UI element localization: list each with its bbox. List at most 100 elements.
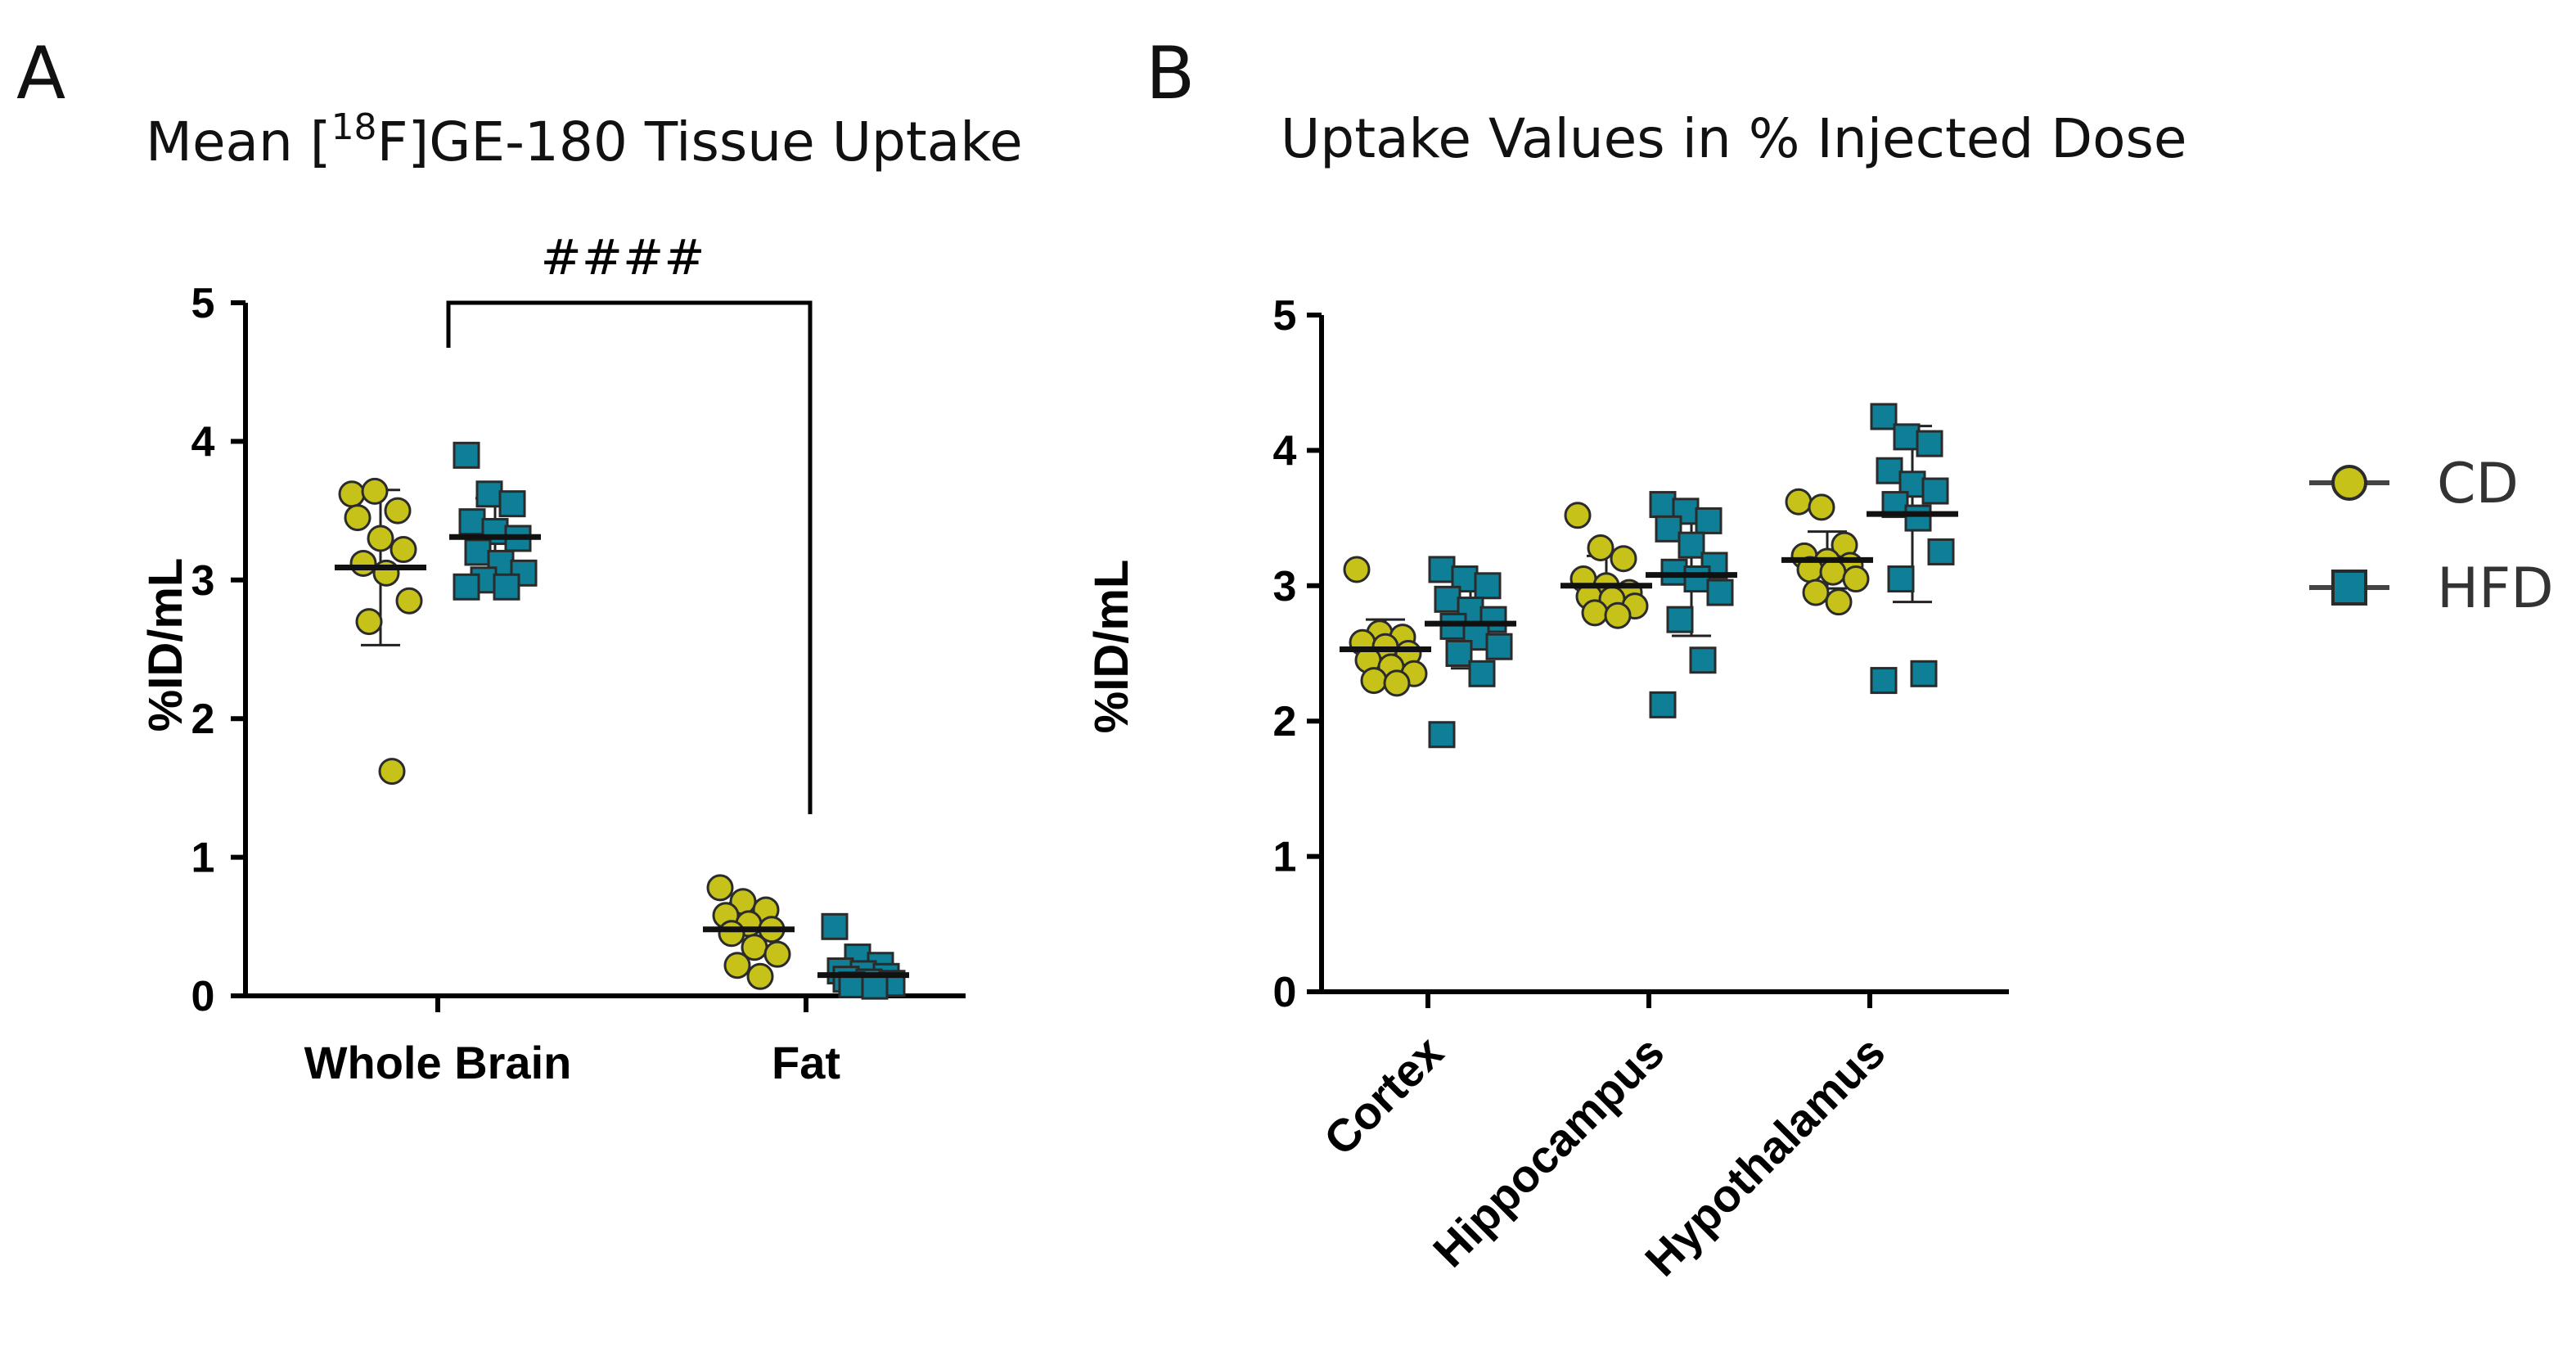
y-tick-label: 2 bbox=[1273, 698, 1297, 745]
data-point-hfd bbox=[510, 559, 538, 587]
data-point-cd bbox=[706, 874, 734, 902]
data-point-hfd bbox=[1706, 579, 1734, 606]
panel-a-title: Mean [18F]GE-180 Tissue Uptake bbox=[146, 106, 1023, 173]
data-point-hfd bbox=[821, 912, 849, 940]
data-point-cd bbox=[1808, 493, 1835, 521]
data-point-hfd bbox=[1445, 640, 1473, 667]
y-tick-label: 0 bbox=[191, 973, 215, 1020]
data-point-cd bbox=[746, 962, 774, 990]
y-tick-label: 5 bbox=[1273, 292, 1297, 340]
data-point-cd bbox=[718, 920, 745, 948]
data-point-cd bbox=[1587, 534, 1615, 561]
x-tick-label: Hypothalamus bbox=[1635, 1026, 1894, 1286]
data-point-hfd bbox=[458, 508, 486, 536]
legend-item-hfd: HFD bbox=[2309, 556, 2554, 621]
data-point-cd bbox=[384, 497, 412, 525]
data-point-cd bbox=[1842, 565, 1870, 593]
panel-a-ylabel: %ID/mL bbox=[139, 558, 192, 732]
data-point-cd bbox=[1785, 488, 1813, 516]
data-point-hfd bbox=[1887, 565, 1915, 593]
data-point-hfd bbox=[1927, 538, 1955, 565]
data-point-cd bbox=[338, 480, 366, 508]
data-point-cd bbox=[1564, 502, 1592, 529]
x-tick-label: Cortex bbox=[1314, 1026, 1453, 1165]
data-point-cd bbox=[390, 536, 417, 564]
panel-a-title-pre: Mean [ bbox=[146, 110, 331, 173]
y-tick-label: 5 bbox=[191, 280, 215, 327]
y-tick-label: 4 bbox=[191, 418, 215, 466]
data-point-cd bbox=[1383, 669, 1411, 697]
legend-item-cd: CD bbox=[2309, 452, 2519, 516]
panel-a-title-post: F]GE-180 Tissue Uptake bbox=[377, 110, 1023, 173]
panel-a-label: A bbox=[16, 31, 65, 115]
data-point-hfd bbox=[1695, 507, 1723, 534]
significance-bracket bbox=[446, 300, 813, 814]
data-point-hfd bbox=[1428, 556, 1456, 583]
data-point-hfd bbox=[1893, 423, 1921, 451]
data-point-hfd bbox=[1655, 515, 1682, 543]
x-tick-label: Hippocampus bbox=[1423, 1026, 1673, 1277]
legend-cd-marker bbox=[2331, 465, 2367, 501]
data-point-hfd bbox=[453, 573, 480, 601]
data-point-hfd bbox=[475, 480, 503, 508]
x-tick-label: Whole Brain bbox=[304, 1037, 572, 1088]
panel-a-title-sup: 18 bbox=[331, 106, 377, 148]
y-tick-label: 1 bbox=[1273, 834, 1297, 881]
data-point-cd bbox=[378, 758, 406, 786]
data-point-cd bbox=[344, 504, 372, 532]
data-point-cd bbox=[1581, 599, 1609, 627]
legend: CD HFD bbox=[2309, 452, 2554, 621]
data-point-cd bbox=[1604, 601, 1632, 629]
x-tick-label: Fat bbox=[772, 1037, 840, 1088]
data-point-hfd bbox=[498, 490, 526, 518]
data-point-hfd bbox=[1434, 585, 1461, 613]
data-point-cd bbox=[1610, 545, 1637, 573]
data-point-cd bbox=[395, 587, 423, 615]
data-point-hfd bbox=[1649, 691, 1677, 718]
data-point-cd bbox=[1819, 558, 1847, 586]
data-point-hfd bbox=[1428, 721, 1456, 749]
data-point-hfd bbox=[1649, 491, 1677, 519]
data-point-cd bbox=[1825, 588, 1853, 616]
legend-hfd-marker bbox=[2331, 570, 2367, 606]
data-point-hfd bbox=[493, 573, 520, 601]
data-point-hfd bbox=[1485, 633, 1513, 660]
data-point-cd bbox=[349, 549, 377, 577]
data-point-hfd bbox=[1904, 504, 1932, 532]
y-tick-label: 0 bbox=[1273, 969, 1297, 1016]
y-tick-label: 3 bbox=[191, 557, 215, 605]
data-point-hfd bbox=[1678, 531, 1705, 559]
data-point-hfd bbox=[1870, 403, 1898, 430]
data-point-hfd bbox=[1683, 565, 1711, 593]
data-point-hfd bbox=[464, 538, 492, 566]
data-point-hfd bbox=[1474, 572, 1502, 600]
data-point-hfd bbox=[1921, 477, 1949, 505]
y-tick-label: 3 bbox=[1273, 563, 1297, 610]
panel-a-plot: 0 1 2 3 4 5 Whole Brain Fat #### bbox=[191, 229, 966, 1088]
data-point-hfd bbox=[1876, 457, 1903, 484]
data-point-cd bbox=[763, 940, 791, 968]
data-point-cd bbox=[367, 525, 394, 552]
data-point-hfd bbox=[1910, 660, 1938, 687]
data-point-cd bbox=[1343, 556, 1371, 583]
panel-b-ylabel: %ID/mL bbox=[1085, 560, 1138, 734]
significance-label: #### bbox=[540, 229, 705, 286]
y-tick-label: 1 bbox=[191, 835, 215, 882]
data-point-cd bbox=[372, 559, 400, 587]
data-point-cd bbox=[1360, 667, 1388, 695]
data-point-hfd bbox=[1468, 660, 1496, 687]
data-point-hfd bbox=[1689, 646, 1717, 674]
panel-b-label: B bbox=[1146, 31, 1195, 115]
y-tick-label: 4 bbox=[1273, 427, 1297, 475]
data-point-cd bbox=[723, 952, 751, 979]
legend-cd-label: CD bbox=[2437, 452, 2519, 516]
data-point-cd bbox=[1802, 579, 1830, 606]
data-point-cd bbox=[361, 477, 389, 505]
y-tick-label: 2 bbox=[191, 696, 215, 743]
data-point-hfd bbox=[1666, 606, 1694, 633]
data-point-hfd bbox=[453, 441, 480, 469]
data-point-hfd bbox=[1870, 667, 1898, 695]
data-point-cd bbox=[355, 608, 383, 636]
